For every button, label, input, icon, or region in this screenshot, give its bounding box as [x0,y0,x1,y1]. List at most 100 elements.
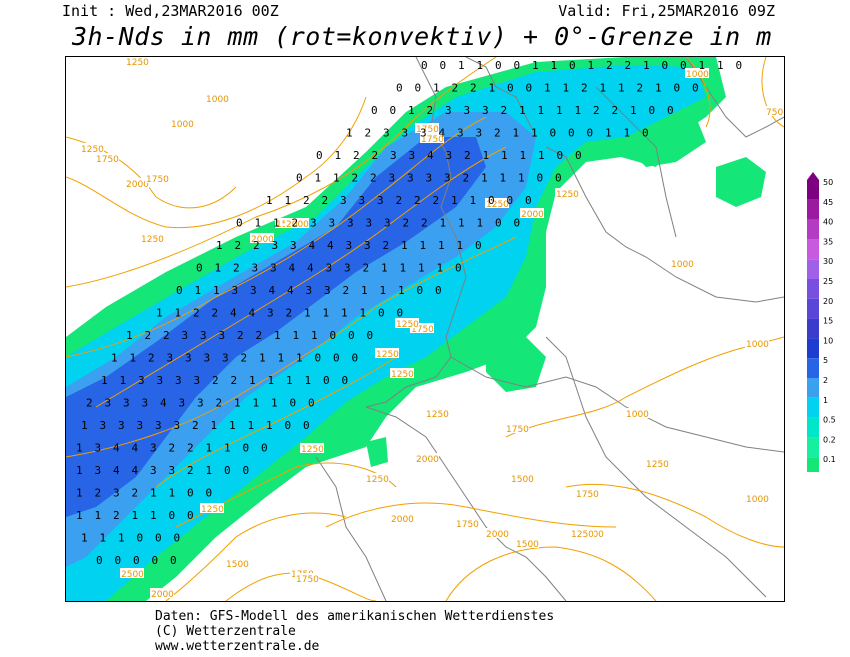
precip-value: 1 [400,262,407,275]
precip-value: 3 [346,239,353,252]
precip-value: 1 [381,262,388,275]
precip-value: 2 [212,374,219,387]
precip-value: 1 [531,127,538,140]
precip-value: 3 [252,262,259,275]
precip-value: 1 [118,532,125,545]
precip-value: 4 [427,149,434,162]
precip-value: 1 [255,217,262,230]
precip-value: 2 [581,82,588,95]
precip-value: 3 [169,464,176,477]
precip-value: 2 [365,127,372,140]
precip-value: 4 [160,397,167,410]
precip-value: 2 [233,262,240,275]
precip-value: 1 [699,59,706,72]
precip-value: 1 [76,442,83,455]
precip-value: 0 [575,149,582,162]
precip-value: 3 [167,352,174,365]
precip-value: 0 [378,307,385,320]
precip-value: 3 [157,374,164,387]
precip-value: 1 [111,352,118,365]
precip-area-cyan [66,65,706,601]
precip-value: 1 [120,374,127,387]
precip-value: 0 [236,217,243,230]
precip-value: 0 [371,104,378,117]
precip-area-green-south [486,337,546,392]
legend-level-label: 20 [823,297,833,306]
precip-value: 3 [197,397,204,410]
precip-value: 2 [187,442,194,455]
precip-legend: 50 45 40 35 30 25 20 15 10 5 2 1 0.5 0.2 0.1 [805,172,845,477]
freezing-label-bg [415,123,439,133]
precip-value: 2 [322,194,329,207]
precip-value: 2 [363,262,370,275]
freezing-level-label: 2000 [251,235,274,245]
precip-value: 3 [150,442,157,455]
freezing-label-bg [510,473,534,483]
precip-value: 1 [489,82,496,95]
legend-swatch [807,180,819,200]
precip-value: 1 [211,419,218,432]
precip-value: 1 [76,464,83,477]
precip-value: 1 [259,352,266,365]
precip-value: 1 [458,217,465,230]
precip-value: 0 [342,374,349,387]
legend-level-label: 2 [823,376,828,385]
precip-value: 3 [250,284,257,297]
precip-value: 1 [643,59,650,72]
precip-value: 3 [344,262,351,275]
precip-value: 1 [380,284,387,297]
precip-value: 2 [463,172,470,185]
precip-value: 1 [268,374,275,387]
precip-value: 1 [266,419,273,432]
precip-value: 0 [674,82,681,95]
precip-value: 3 [95,442,102,455]
precip-value: 1 [500,172,507,185]
precip-value: 0 [662,59,669,72]
precip-value: 1 [513,127,520,140]
precip-value: 1 [81,419,88,432]
freezing-level-label: 1250 [391,370,414,380]
precip-value: 2 [433,194,440,207]
legend-swatch [807,219,819,240]
freezing-level-label: 1750 [96,155,119,165]
precip-value: 3 [200,329,207,342]
precip-value: 0 [495,59,502,72]
precip-value: 0 [421,59,428,72]
footer-data-source: Daten: GFS-Modell des amerikanischen Wet… [155,609,555,624]
freezing-level-label: 2000 [416,455,439,465]
freezing-level-label: 1500 [511,475,534,485]
precip-value: 4 [113,442,120,455]
precip-value: 3 [482,104,489,117]
precip-value: 1 [532,59,539,72]
precip-area-green-islet [366,437,388,467]
freezing-level-contours [66,57,784,601]
precip-value: 0 [507,82,514,95]
freezing-label-bg [685,68,709,78]
freezing-label-bg [505,423,529,433]
precip-value: 1 [457,239,464,252]
precip-value: 1 [717,59,724,72]
legend-level-label: 25 [823,277,833,286]
legend-swatch [807,397,819,418]
legend-swatch [807,338,819,359]
precip-value: 4 [439,127,446,140]
footer-url[interactable]: www.wetterzentrale.de [155,639,320,654]
freezing-level-label: 1000 [626,410,649,420]
precip-value: 1 [341,307,348,320]
precip-value: 1 [575,104,582,117]
freezing-level-label: 1000 [671,260,694,270]
precip-value: 1 [132,509,139,522]
precip-value: 1 [224,442,231,455]
freezing-label-bg [555,188,579,198]
precip-value: 3 [150,464,157,477]
freezing-label-bg [410,323,434,333]
precip-value: 3 [347,217,354,230]
precip-value: 3 [232,284,239,297]
precip-value: 3 [100,419,107,432]
precip-value: 3 [329,217,336,230]
freezing-level-labels: 1250100012501000175020001750125015001750… [80,57,784,600]
precip-value: 1 [296,352,303,365]
precip-value: 0 [488,194,495,207]
legend-level-label: 0.5 [823,416,836,425]
precip-value: 3 [340,194,347,207]
